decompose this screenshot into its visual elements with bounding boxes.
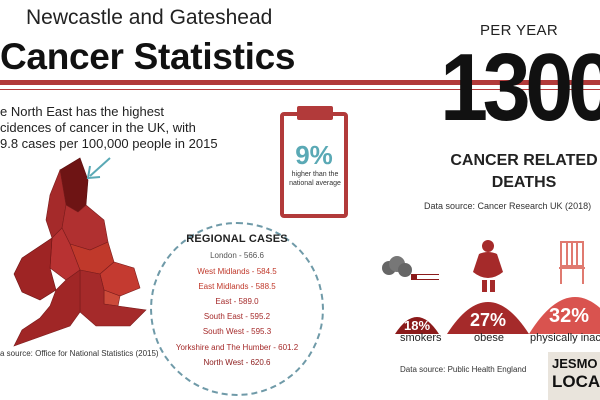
smokers-percent: 18% [404, 318, 431, 333]
map-region-wales [13, 237, 57, 301]
deaths-label-line-1: CANCER RELATED [450, 152, 598, 169]
person-icon [473, 240, 503, 292]
per-year-label: PER YEAR [480, 22, 558, 39]
map-region-south-east [79, 269, 147, 327]
lifestyle-graphic [382, 240, 600, 334]
regional-case-item: East Midlands - 588.5 [198, 282, 276, 291]
regional-case-item: South West - 595.3 [202, 327, 272, 336]
obese-dome [447, 302, 529, 334]
map-regions [13, 157, 147, 347]
header-thin-rule [0, 89, 600, 90]
header-rule [0, 80, 600, 85]
intro-line-1: e North East has the highest [0, 104, 165, 119]
smokers-dome [395, 317, 439, 334]
cigarette-icon [382, 256, 439, 280]
smokers-label: smokers [400, 332, 442, 344]
callout-text: higher than the national average [289, 171, 341, 188]
regional-cases-title: REGIONAL CASES [186, 233, 288, 245]
inactive-label: physically inac [530, 332, 600, 344]
regional-case-item: London - 566.6 [210, 251, 264, 260]
clipboard-clip-icon [297, 106, 333, 120]
callout-card [280, 112, 348, 218]
obese-percent: 27% [470, 310, 507, 330]
logo-line-2: LOCA [552, 372, 600, 391]
callout-percent: 9% [295, 140, 333, 170]
england-wales-map [13, 157, 147, 347]
regional-case-item: South East - 595.2 [203, 312, 271, 321]
chair-icon [559, 241, 585, 284]
logo-line-1: JESMO [552, 356, 598, 371]
deaths-number: 1300 [440, 34, 600, 141]
obese-label: obese [474, 332, 504, 344]
arrow-icon [86, 157, 111, 180]
inactive-dome [529, 297, 600, 334]
regional-cases-circle [150, 222, 324, 396]
map-region-south-west [13, 269, 81, 347]
intro-line-2: cidences of cancer in the UK, with [0, 120, 196, 135]
regional-case-item: East - 589.0 [215, 297, 259, 306]
inactive-percent: 32% [549, 305, 590, 327]
logo [548, 352, 600, 400]
title-line-1: Newcastle and Gateshead [26, 6, 273, 29]
regional-case-item: West Midlands - 584.5 [197, 267, 277, 276]
lifestyle-source: Data source: Public Health England [400, 365, 527, 374]
regional-case-item: North West - 620.6 [203, 358, 271, 367]
deaths-source: Data source: Cancer Research UK (2018) [424, 201, 592, 211]
regional-case-item: Yorkshire and The Humber - 601.2 [175, 343, 299, 352]
intro-line-3: 9.8 cases per 100,000 people in 2015 [0, 136, 218, 151]
map-source: a source: Office for National Statistics… [0, 349, 159, 358]
page-title: Cancer Statistics [0, 36, 296, 77]
deaths-label-line-2: DEATHS [491, 174, 557, 191]
